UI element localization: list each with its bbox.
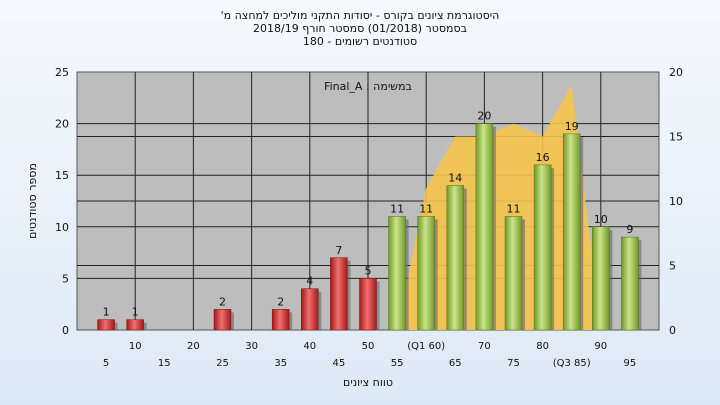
bar-shadow-50 [376, 281, 380, 330]
x-tick-label: 10 [129, 341, 142, 352]
chart-title-line-3: סטודנטים רשומים - 180 [302, 35, 418, 48]
x-tick-label: 5 [103, 358, 109, 369]
x-tick-label: 25 [216, 358, 229, 369]
bar-50 [359, 278, 377, 331]
bar-shadow-35 [289, 312, 293, 330]
bar-shadow-40 [318, 291, 322, 330]
bar-60 [417, 216, 435, 331]
data-label-75: 11 [507, 202, 521, 215]
bar-70 [475, 123, 494, 331]
data-label-90: 10 [594, 213, 608, 226]
y-tick-label: 15 [55, 169, 69, 182]
bar-40 [301, 288, 319, 331]
bar-95 [621, 236, 639, 331]
y2-tick-label: 20 [669, 66, 683, 79]
bar-55 [388, 216, 406, 331]
bar-shadow-45 [347, 260, 351, 330]
x-tick-label: 70 [478, 341, 491, 352]
bar-shadow-60 [434, 219, 438, 330]
bar-85 [562, 133, 581, 331]
y2-axis-ticks: 0 5 10 15 20 [669, 66, 683, 337]
bar-shadow-95 [638, 240, 642, 330]
bar-shadow-80 [551, 167, 555, 330]
bar-65 [446, 185, 465, 331]
bar-80 [533, 164, 552, 331]
x-tick-label: 15 [158, 358, 171, 369]
chart-annotation: במשימה : Final_A [324, 80, 412, 93]
x-tick-label: 95 [624, 358, 637, 369]
chart-title-line-1: היסטוגרמת ציונים בקורס - יסודות התקני מו… [220, 9, 500, 22]
x-tick-label: (Q3 85) [553, 358, 591, 369]
bar-25 [213, 309, 232, 331]
x-tick-label: 50 [362, 341, 375, 352]
data-label-65: 14 [448, 172, 462, 185]
data-label-95: 9 [626, 223, 633, 236]
x-tick-label: (Q1 60) [407, 341, 445, 352]
bar-shadow-90 [609, 229, 613, 330]
y-tick-label: 5 [62, 272, 69, 285]
y2-tick-label: 5 [669, 260, 676, 273]
y-axis-ticks: 0 5 10 15 20 25 [55, 66, 69, 337]
y-tick-label: 20 [55, 118, 69, 131]
x-tick-label: 90 [594, 341, 607, 352]
data-label-80: 16 [536, 151, 550, 164]
data-label-60: 11 [419, 202, 433, 215]
x-tick-label: 35 [274, 358, 287, 369]
x-tick-label: 40 [303, 341, 316, 352]
y-tick-label: 0 [62, 324, 69, 337]
bar-90 [592, 226, 610, 331]
x-axis-ticks: 5 10 15 20 25 30 35 40 45 50 55(Q1 60) 65 70 75 80 (Q3 … [103, 341, 636, 369]
data-label-45: 7 [335, 244, 342, 257]
x-tick-label: 20 [187, 341, 200, 352]
bar-45 [330, 257, 348, 331]
bar-10 [126, 319, 144, 331]
bar-5 [97, 319, 115, 331]
bar-shadow-25 [231, 312, 234, 330]
x-tick-label: 75 [507, 358, 520, 369]
bar-shadow-5 [114, 322, 118, 330]
bar-35 [271, 309, 290, 331]
y-tick-label: 10 [55, 221, 69, 234]
x-tick-label: 30 [245, 341, 258, 352]
data-label-70: 20 [477, 110, 491, 123]
y2-tick-label: 0 [669, 324, 676, 337]
bar-75 [504, 216, 523, 331]
y2-tick-label: 10 [669, 195, 683, 208]
bar-shadow-55 [405, 219, 409, 330]
bar-shadow-75 [522, 219, 525, 330]
bars [97, 123, 642, 331]
bar-shadow-10 [143, 322, 147, 330]
x-tick-label: 80 [536, 341, 549, 352]
x-tick-label: 65 [449, 358, 462, 369]
data-label-50: 5 [365, 264, 372, 277]
data-label-10: 1 [132, 306, 139, 319]
data-label-5: 1 [103, 306, 110, 319]
y2-tick-label: 15 [669, 131, 683, 144]
bar-shadow-70 [492, 126, 496, 330]
chart-title-line-2: בסמסטר (01/2018) סמסטר חורף 2018/19 [253, 22, 467, 35]
y-axis-title: מספר סטודנטים [26, 163, 39, 239]
data-label-55: 11 [390, 202, 404, 215]
bar-shadow-65 [463, 188, 467, 330]
data-label-85: 19 [565, 120, 579, 133]
x-axis-title: טווח ציונים [343, 376, 393, 389]
y-tick-label: 25 [55, 66, 69, 79]
x-tick-label: 55 [391, 358, 404, 369]
data-label-40: 4 [306, 275, 313, 288]
data-label-25: 2 [219, 295, 226, 308]
x-tick-label: 45 [333, 358, 346, 369]
data-label-35: 2 [277, 295, 284, 308]
bar-shadow-85 [580, 136, 584, 330]
